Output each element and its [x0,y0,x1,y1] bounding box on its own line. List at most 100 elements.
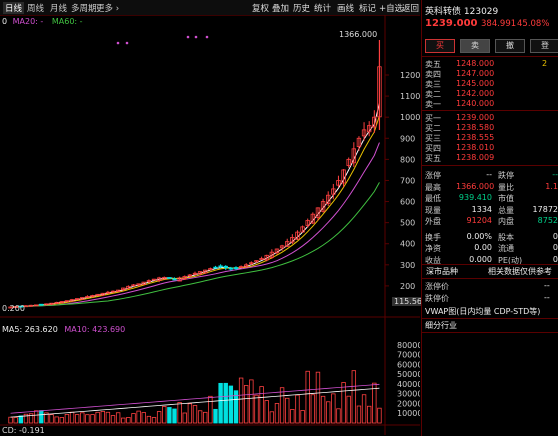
candle-body [187,274,193,277]
price-tick-label: 500 [400,219,415,228]
candle-body [233,267,239,269]
candle-body [110,290,116,293]
volume-bar [151,417,157,424]
stat-value: 0.00 [474,243,492,252]
price-max-label: 1366.000 [339,30,378,39]
candle-body [244,264,249,267]
volume-ma-bar: MA5: 263.620 MA10: 423.690 [2,325,125,334]
tab-daily[interactable]: 日线 [3,2,25,14]
kline-chart[interactable]: 1200 1100 1000 900 800 700 600 500 400 300 200 8000… [0,15,420,435]
candle-body [336,180,341,186]
limit-up-label: 涨停价 [425,282,449,291]
bid-price: 1238.580 [456,123,495,132]
candle-body [310,213,316,224]
tab-monthly[interactable]: 月线 [50,4,68,14]
draw-line-button[interactable]: 画线 [337,4,355,14]
candle-body [295,231,300,240]
candle-body [59,301,64,303]
candle-body [146,280,152,283]
divider [422,165,558,166]
stat-value: 1366.000 [456,181,495,191]
volume-bar [331,393,336,424]
price-tick-label: 700 [400,176,415,185]
bid-level-row[interactable]: 买五 1238.009 [422,153,558,163]
buy-button[interactable]: 买 [425,39,455,53]
ask-level-row[interactable]: 卖四 1247.000 [422,69,558,79]
vwap-link[interactable]: VWAP图(日内均量 CDP-STD等) [425,307,541,316]
security-name-code: 英科转债 123029 [425,4,498,17]
stat-value-2: 0 [552,254,558,264]
quote-stat-row: 外盘 91204 内盘 8752 [422,216,558,226]
volume-tick-label: 10000 [397,409,420,418]
tab-sz-market[interactable]: 深市品种 [426,267,458,276]
limit-down-row: 跌停价 -- [422,293,558,303]
tab-more[interactable]: 更多 › [96,4,120,14]
stat-value: 0.000 [469,254,492,264]
overlay-button[interactable]: 叠加 [272,4,290,14]
stat-value: 91204 [466,216,492,225]
history-button[interactable]: 历史 [293,4,311,14]
bid-level-row[interactable]: 买四 1238.010 [422,143,558,153]
bid-level-label: 买一 [425,114,441,123]
volume-bar [131,413,136,424]
price-change-pct: 45.08% [517,19,550,29]
event-marker [205,35,209,39]
stat-label-2: 市值 [498,194,514,203]
stat-label-2: 总量 [498,205,514,215]
limit-down-label: 跌停价 [425,294,449,303]
ma-indicator-bar: 0 MA20: - MA60: - [2,17,83,26]
stat-label-2: 流通 [498,244,514,253]
ask-level-row[interactable]: 卖三 1245.000 [422,79,558,89]
candle-body [54,301,59,305]
cancel-order-button[interactable]: 撤 [495,39,525,53]
low-price-label: 0.200 [2,304,25,313]
tab-multi-period[interactable]: 多周期 [71,4,97,14]
ask-level-row[interactable]: 卖一 1240.000 [422,99,558,109]
tab-weekly[interactable]: 周线 [27,4,45,14]
candle-body [346,158,351,166]
quote-stat-row: 最高 1366.000 量比 1.1 [422,182,558,192]
volume-bar [244,385,249,424]
volume-bar [69,411,75,424]
tab-related-data[interactable]: 相关数据仅供参考 [488,267,552,276]
candle-body [197,271,203,275]
volume-bar [192,405,198,424]
mark-button[interactable]: 标记 [359,4,377,14]
volume-bar [279,387,285,424]
bid-price: 1238.009 [456,153,495,162]
ask-level-row[interactable]: 卖五 1248.000 2 [422,59,558,69]
candle-body [162,277,167,280]
bid-level-row[interactable]: 买二 1238.580 [422,123,558,133]
sell-button[interactable]: 卖 [460,39,490,53]
industry-link[interactable]: 细分行业 [425,321,457,330]
volume-bar [141,412,146,424]
bid-level-row[interactable]: 买三 1238.555 [422,133,558,143]
login-button[interactable]: 登 [530,39,558,53]
volume-bar [115,412,121,424]
volume-bar [23,413,29,424]
ask-level-row[interactable]: 卖二 1242.000 [422,89,558,99]
ask-level-label: 卖五 [425,60,441,69]
candle-body [192,272,198,275]
security-code: 123029 [463,7,499,17]
volume-bar [274,403,280,424]
candle-body [223,265,228,269]
bid-level-row[interactable]: 买一 1239.000 [422,113,558,123]
stat-value: 939.410 [458,193,492,202]
volume-bar [182,412,187,424]
volume-bar [49,414,54,424]
add-watchlist-button[interactable]: +自选 [379,4,404,14]
stat-value-2: 0 [552,231,558,241]
back-button[interactable]: 返回 [402,4,420,14]
stat-label-2: 量比 [498,182,514,192]
volume-bar [361,394,367,424]
volume-bar [105,411,111,424]
volume-tick-label: 60000 [397,360,420,369]
stat-label: 现量 [425,205,441,215]
adjust-button[interactable]: 复权 [252,4,270,14]
statistics-button[interactable]: 统计 [314,4,332,14]
stat-label: 净资 [425,244,441,253]
volume-bar [167,407,172,424]
candle-body [238,266,244,268]
candle-body [203,269,208,274]
